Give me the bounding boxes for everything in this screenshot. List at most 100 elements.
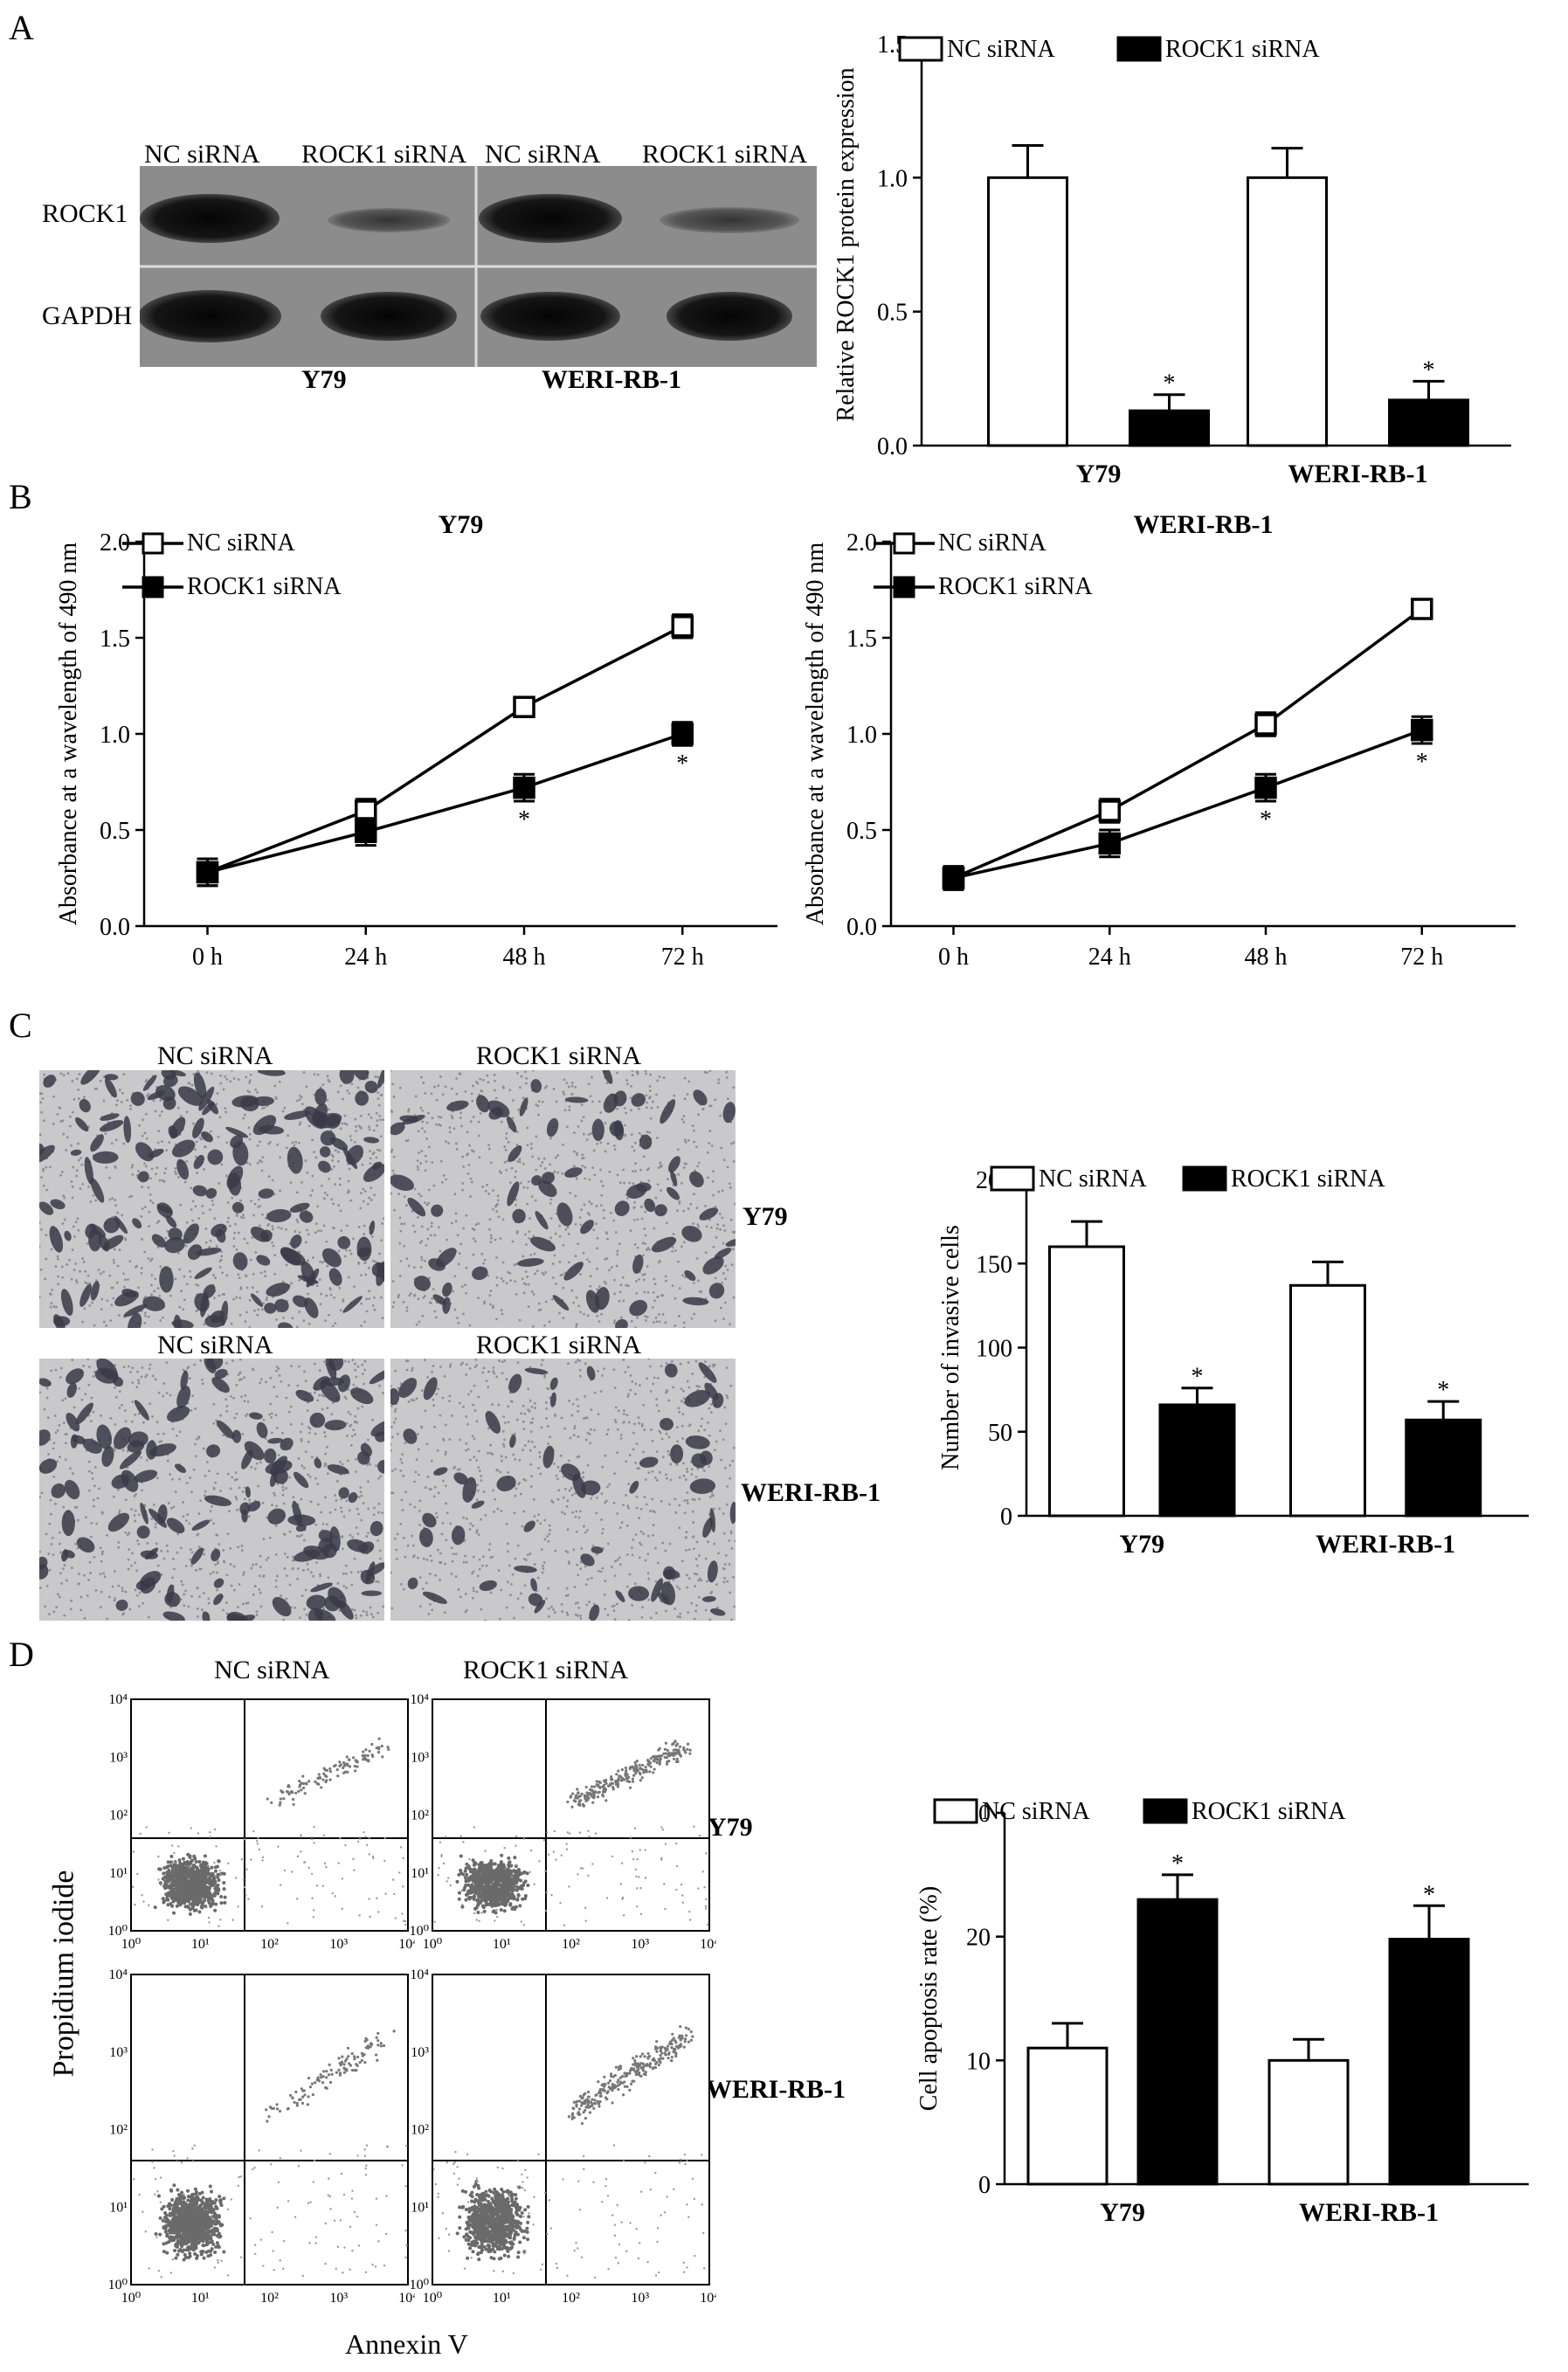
background-speckle bbox=[166, 1230, 169, 1233]
background-speckle bbox=[492, 1189, 494, 1192]
stained-cell bbox=[507, 1181, 520, 1207]
background-speckle bbox=[480, 1089, 484, 1093]
background-speckle bbox=[617, 1409, 620, 1413]
background-speckle bbox=[582, 1471, 584, 1475]
background-speckle bbox=[300, 1497, 303, 1501]
background-speckle bbox=[121, 1613, 125, 1616]
background-speckle bbox=[238, 1359, 242, 1361]
background-speckle bbox=[224, 1110, 227, 1114]
background-speckle bbox=[245, 1286, 249, 1290]
background-speckle bbox=[729, 1463, 732, 1467]
background-speckle bbox=[405, 1368, 409, 1372]
background-speckle bbox=[464, 1554, 466, 1558]
background-speckle bbox=[722, 1158, 726, 1162]
background-speckle bbox=[49, 1498, 52, 1502]
background-speckle bbox=[577, 1606, 581, 1609]
stained-cell bbox=[267, 1437, 284, 1444]
background-speckle bbox=[370, 1613, 373, 1616]
background-speckle bbox=[391, 1082, 394, 1086]
background-speckle bbox=[282, 1502, 286, 1505]
background-speckle bbox=[201, 1382, 204, 1386]
background-speckle bbox=[48, 1613, 51, 1616]
background-speckle bbox=[677, 1407, 680, 1410]
background-speckle bbox=[667, 1453, 671, 1456]
background-speckle bbox=[676, 1426, 679, 1429]
background-speckle bbox=[380, 1239, 383, 1242]
background-speckle bbox=[190, 1594, 193, 1598]
background-speckle bbox=[487, 1427, 490, 1430]
stained-cell bbox=[84, 1157, 93, 1185]
background-speckle bbox=[432, 1365, 435, 1367]
background-speckle bbox=[593, 1391, 597, 1394]
background-speckle bbox=[695, 1257, 699, 1260]
stained-cell bbox=[66, 1382, 78, 1398]
background-speckle bbox=[270, 1416, 273, 1419]
stained-cell bbox=[347, 1539, 369, 1553]
background-speckle bbox=[382, 1605, 384, 1608]
background-speckle bbox=[496, 1507, 500, 1511]
background-speckle bbox=[654, 1476, 657, 1479]
background-speckle bbox=[600, 1492, 604, 1496]
background-speckle bbox=[717, 1552, 720, 1555]
background-speckle bbox=[460, 1285, 464, 1289]
background-speckle bbox=[613, 1618, 617, 1621]
event-dot bbox=[158, 1867, 162, 1871]
micrograph-cell-line: WERI-RB-1 bbox=[741, 1478, 881, 1507]
background-speckle bbox=[549, 1201, 552, 1205]
background-speckle bbox=[536, 1104, 540, 1108]
background-speckle bbox=[218, 1543, 221, 1546]
background-speckle bbox=[314, 1523, 318, 1526]
background-speckle bbox=[189, 1558, 192, 1561]
background-speckle bbox=[599, 1141, 603, 1145]
background-speckle bbox=[227, 1216, 230, 1220]
background-speckle bbox=[538, 1451, 542, 1454]
background-speckle bbox=[542, 1273, 545, 1276]
background-speckle bbox=[612, 1368, 616, 1372]
background-speckle bbox=[658, 1261, 660, 1264]
background-speckle bbox=[634, 1279, 638, 1283]
stained-cell bbox=[39, 1378, 52, 1387]
stained-cell bbox=[564, 1096, 589, 1103]
background-speckle bbox=[487, 1144, 490, 1146]
background-speckle bbox=[321, 1522, 325, 1525]
background-speckle bbox=[245, 1601, 248, 1605]
background-speckle bbox=[84, 1269, 87, 1273]
background-speckle bbox=[473, 1366, 477, 1369]
background-speckle bbox=[530, 1405, 534, 1408]
background-speckle bbox=[671, 1246, 674, 1249]
background-speckle bbox=[655, 1136, 659, 1139]
background-speckle bbox=[551, 1262, 555, 1265]
background-speckle bbox=[698, 1497, 701, 1501]
background-speckle bbox=[327, 1078, 330, 1082]
background-speckle bbox=[547, 1607, 550, 1610]
background-speckle bbox=[140, 1215, 143, 1218]
background-speckle bbox=[58, 1423, 61, 1427]
event-dot bbox=[188, 1912, 192, 1916]
background-speckle bbox=[174, 1490, 177, 1493]
stained-cell bbox=[142, 1075, 157, 1091]
background-speckle bbox=[294, 1230, 297, 1233]
background-speckle bbox=[112, 1495, 115, 1498]
background-speckle bbox=[143, 1311, 147, 1315]
background-speckle bbox=[61, 1119, 65, 1123]
background-speckle bbox=[418, 1605, 422, 1608]
background-speckle bbox=[325, 1523, 328, 1526]
stained-cell bbox=[76, 1537, 95, 1553]
background-speckle bbox=[469, 1120, 473, 1124]
stained-cell bbox=[169, 1117, 186, 1139]
background-speckle bbox=[636, 1218, 639, 1221]
background-speckle bbox=[676, 1440, 680, 1443]
background-speckle bbox=[222, 1088, 225, 1091]
background-speckle bbox=[216, 1533, 219, 1537]
background-speckle bbox=[195, 1140, 198, 1144]
background-speckle bbox=[131, 1400, 135, 1404]
background-speckle bbox=[203, 1553, 206, 1556]
stained-cell bbox=[546, 1117, 559, 1138]
background-speckle bbox=[266, 1516, 269, 1519]
background-speckle bbox=[571, 1511, 574, 1514]
background-speckle bbox=[43, 1119, 45, 1123]
background-speckle bbox=[324, 1462, 328, 1465]
background-speckle bbox=[291, 1141, 294, 1145]
background-speckle bbox=[392, 1096, 396, 1098]
background-speckle bbox=[210, 1072, 213, 1075]
